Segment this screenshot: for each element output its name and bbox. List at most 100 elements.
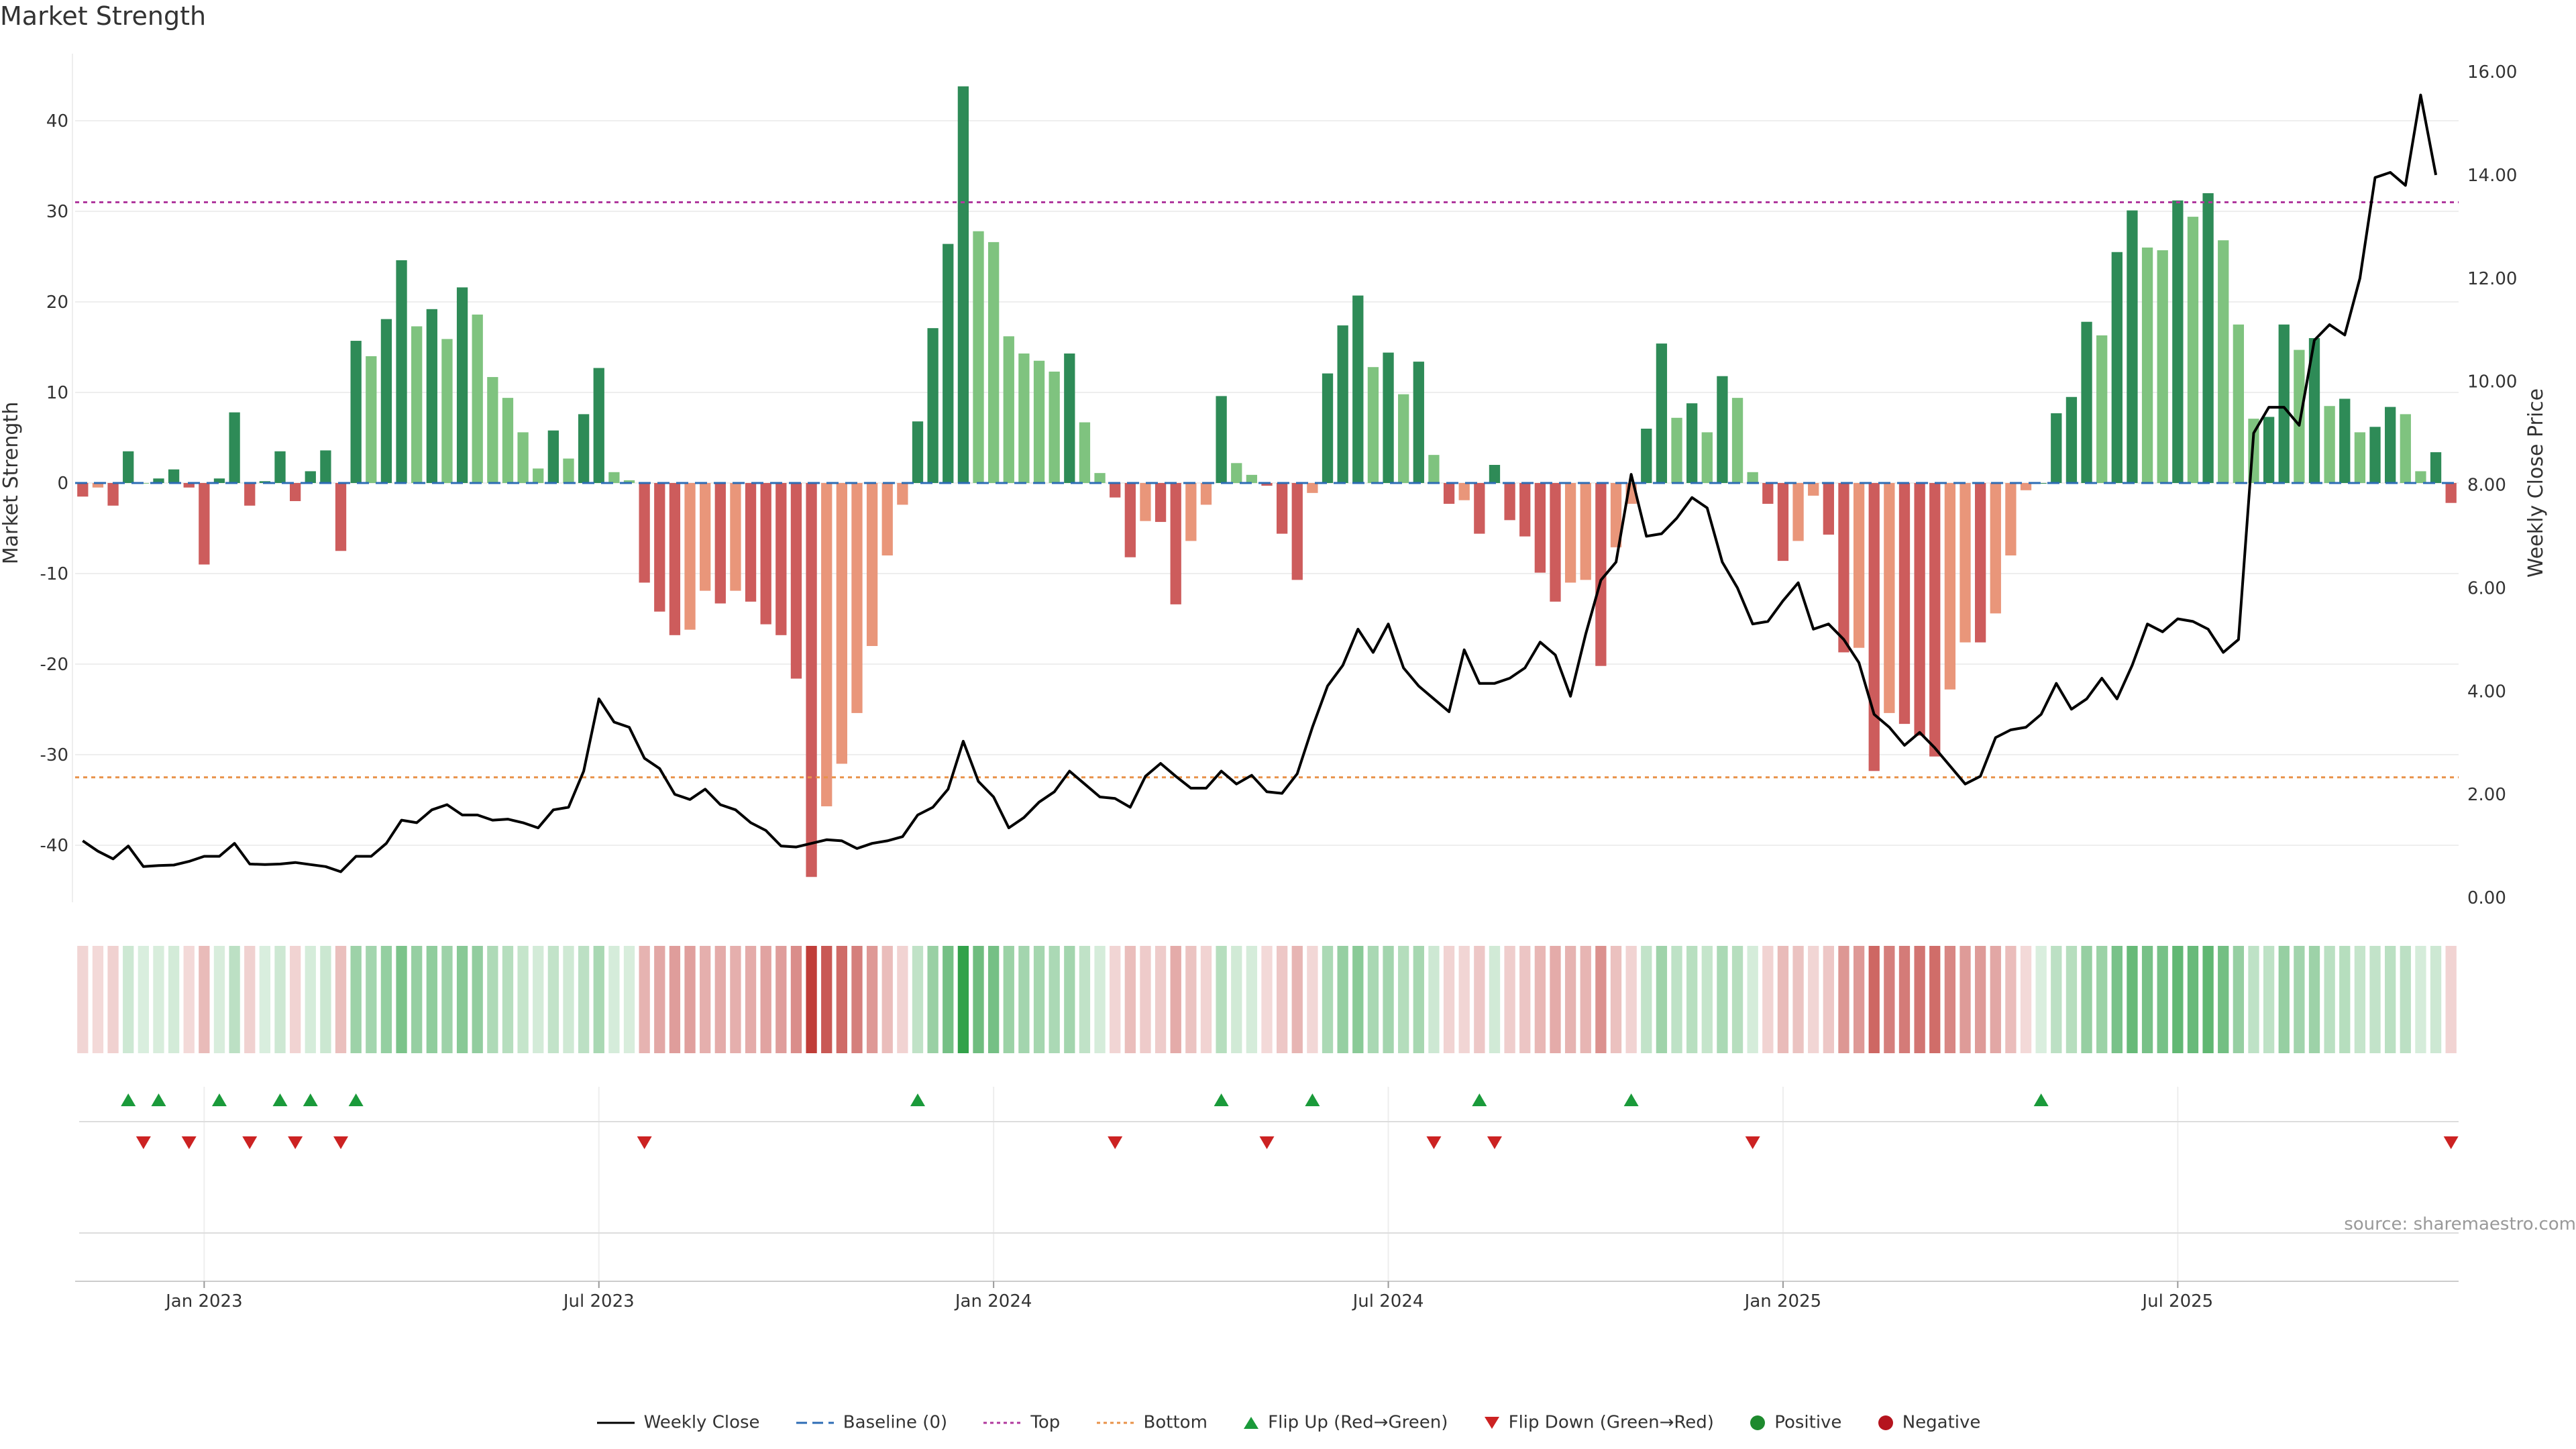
- y-right-tick-label: 4.00: [2467, 682, 2506, 702]
- heat-cell: [1944, 946, 1956, 1053]
- legend-negative: Negative: [1877, 1412, 1980, 1433]
- strength-bar: [1686, 403, 1698, 483]
- heat-cell: [1185, 946, 1197, 1053]
- heat-cell: [274, 946, 286, 1053]
- heat-cell: [320, 946, 331, 1053]
- flip-up-marker: [303, 1093, 318, 1106]
- heat-cell: [502, 946, 514, 1053]
- strength-bar: [2020, 483, 2032, 490]
- y-right-tick-label: 10.00: [2467, 372, 2517, 392]
- y-left-tick-label: 0: [57, 474, 68, 494]
- strength-bar: [1474, 483, 1485, 534]
- strength-bar: [411, 326, 423, 483]
- heat-cell: [138, 946, 149, 1053]
- heat-cell: [1914, 946, 1925, 1053]
- strength-bar: [1974, 483, 1986, 643]
- line-swatch-icon: [596, 1421, 635, 1424]
- flip-down-marker: [242, 1136, 258, 1149]
- heat-cell: [1762, 946, 1774, 1053]
- strength-bar: [1367, 367, 1379, 483]
- strength-bar: [502, 398, 514, 483]
- flip-up-marker: [151, 1093, 166, 1106]
- strength-bar: [2294, 350, 2305, 483]
- heat-cell: [2127, 946, 2138, 1053]
- strength-bar: [927, 328, 938, 483]
- flip-up-marker: [2033, 1093, 2049, 1106]
- strength-bar: [335, 483, 347, 551]
- heat-cell: [199, 946, 210, 1053]
- strength-bar: [2263, 417, 2275, 483]
- strength-bar: [1033, 360, 1045, 483]
- strength-bar: [1337, 325, 1348, 483]
- heat-cell: [654, 946, 665, 1053]
- heat-cell: [1519, 946, 1531, 1053]
- heat-cell: [608, 946, 620, 1053]
- heat-cell: [1049, 946, 1060, 1053]
- strength-bar: [1534, 483, 1546, 573]
- heat-cell: [1960, 946, 1971, 1053]
- strength-bar: [988, 241, 1000, 483]
- strength-bar: [1853, 483, 1865, 648]
- heat-cell: [2324, 946, 2335, 1053]
- strength-bar: [1140, 483, 1151, 521]
- heat-cell: [305, 946, 316, 1053]
- strength-bar: [1322, 373, 1334, 483]
- heat-cell: [700, 946, 711, 1053]
- dashed-line-icon: [796, 1421, 834, 1424]
- strength-bar: [866, 483, 878, 646]
- heat-cell: [441, 946, 453, 1053]
- heat-cell: [1884, 946, 1895, 1053]
- heat-cell: [623, 946, 635, 1053]
- strength-bar: [350, 341, 362, 483]
- heat-cell: [957, 946, 969, 1053]
- strength-bar: [1884, 483, 1895, 713]
- heat-cell: [533, 946, 544, 1053]
- heat-cell: [411, 946, 423, 1053]
- heat-cell: [1625, 946, 1637, 1053]
- flip-up-marker: [1214, 1093, 1229, 1106]
- heat-cell: [593, 946, 604, 1053]
- strength-bar: [730, 483, 741, 591]
- heat-cell: [563, 946, 574, 1053]
- strength-bar: [1383, 352, 1394, 483]
- y-left-tick-label: 20: [46, 292, 68, 313]
- strength-bar: [533, 468, 544, 483]
- heat-cell: [1413, 946, 1424, 1053]
- strength-bar: [2324, 406, 2335, 483]
- strength-bar: [897, 483, 908, 505]
- strength-bar: [289, 483, 301, 501]
- y-right-axis-title: Weekly Close Price: [2524, 388, 2548, 578]
- heat-cell: [547, 946, 559, 1053]
- x-tick-label: Jul 2023: [562, 1291, 635, 1311]
- heat-cell: [2430, 946, 2442, 1053]
- legend-positive: Positive: [1749, 1412, 1841, 1433]
- strength-bar: [92, 483, 104, 488]
- heat-cell: [2005, 946, 2017, 1053]
- heat-cell: [168, 946, 180, 1053]
- heat-cell: [2035, 946, 2047, 1053]
- heat-cell: [2294, 946, 2305, 1053]
- heat-cell: [1686, 946, 1698, 1053]
- strength-bar: [2157, 250, 2168, 483]
- heat-cell: [1550, 946, 1561, 1053]
- heat-cell: [973, 946, 984, 1053]
- heat-cell: [2020, 946, 2032, 1053]
- strength-bar: [2415, 471, 2426, 483]
- heat-cell: [1261, 946, 1273, 1053]
- triangle-down-icon: [1484, 1416, 1499, 1429]
- heat-cell: [1610, 946, 1622, 1053]
- strength-bar: [1291, 483, 1303, 580]
- heat-cell: [229, 946, 240, 1053]
- strength-bar: [305, 471, 316, 483]
- strength-bar: [2065, 396, 2078, 483]
- strength-bar: [973, 231, 984, 483]
- heat-cell: [77, 946, 89, 1053]
- heat-cell: [213, 946, 225, 1053]
- heat-cell: [714, 946, 726, 1053]
- triangle-up-icon: [1244, 1416, 1259, 1429]
- strength-bar: [77, 483, 89, 497]
- strength-bar: [183, 483, 195, 488]
- x-tick-label: Jul 2024: [1352, 1291, 1424, 1311]
- strength-bar: [1170, 483, 1181, 604]
- strength-bar: [2005, 483, 2017, 555]
